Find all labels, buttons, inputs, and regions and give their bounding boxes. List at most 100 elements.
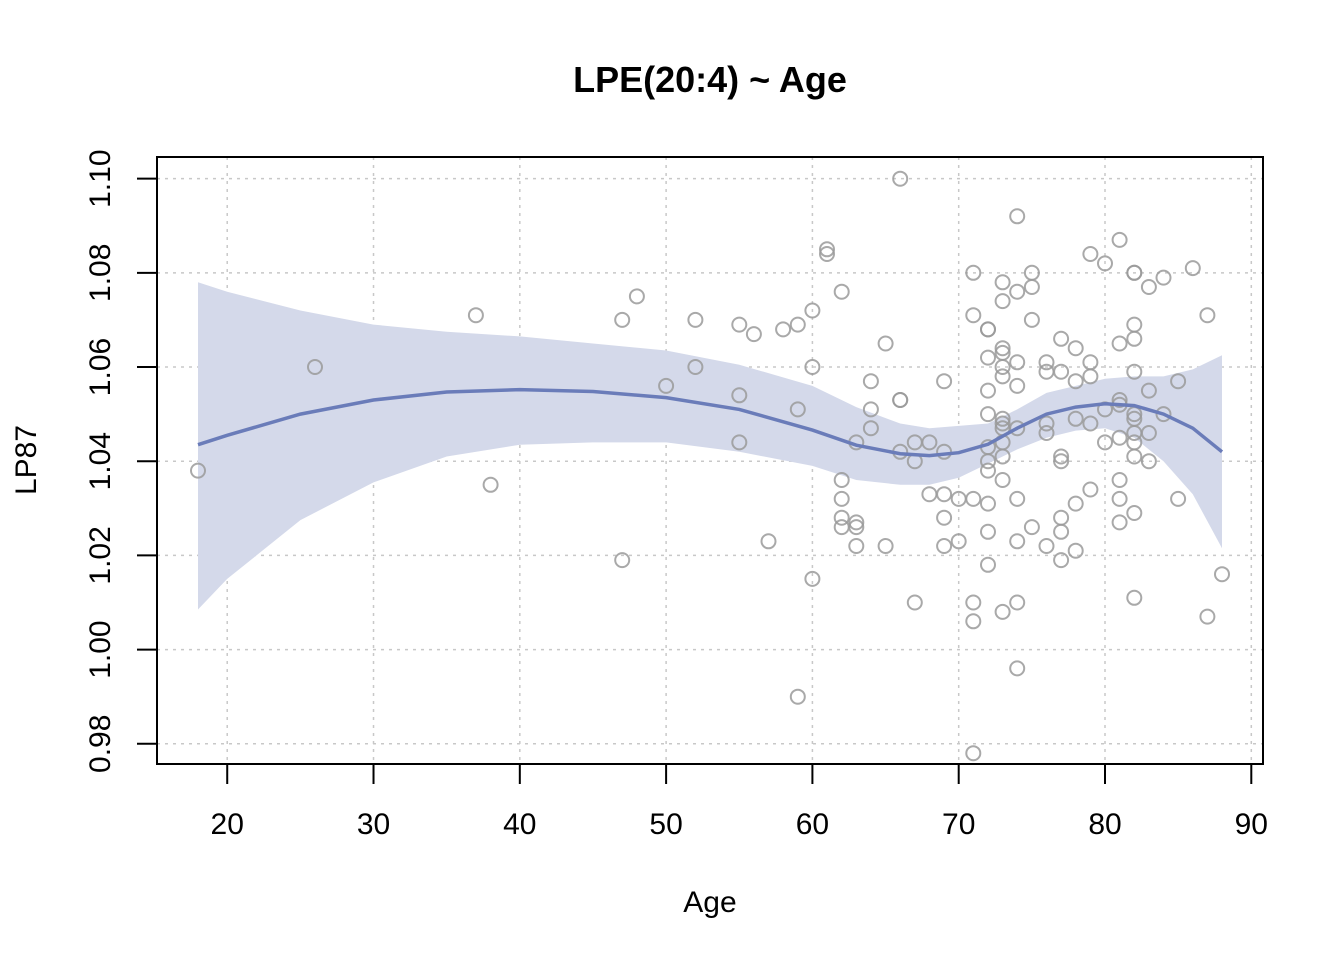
data-point <box>833 519 850 536</box>
data-point <box>1023 311 1040 328</box>
data-point <box>1140 382 1157 399</box>
data-point <box>862 373 879 390</box>
data-point <box>994 368 1011 385</box>
data-point <box>906 594 923 611</box>
y-tick-label: 1.06 <box>84 338 117 396</box>
x-tick-label: 50 <box>649 808 682 841</box>
data-point <box>877 335 894 352</box>
data-point <box>307 359 323 375</box>
data-point <box>980 495 996 512</box>
data-point <box>1053 453 1070 470</box>
data-point <box>965 307 982 324</box>
data-point <box>1097 255 1113 272</box>
data-point <box>1082 481 1099 498</box>
data-point <box>994 274 1011 291</box>
data-point <box>1126 363 1143 380</box>
data-point <box>1038 354 1055 371</box>
data-point <box>1053 448 1070 465</box>
x-tick-label: 90 <box>1235 808 1268 841</box>
y-axis: 0.98 1.00 1.02 1.04 1.06 1.08 1.10 <box>84 150 158 773</box>
data-point <box>819 246 835 262</box>
data-point <box>628 288 645 305</box>
data-point <box>745 326 762 343</box>
data-point <box>1053 509 1070 526</box>
data-point <box>936 509 953 526</box>
data-point <box>1009 354 1026 371</box>
data-point <box>789 401 806 418</box>
fit-line <box>197 387 1224 458</box>
data-point <box>1170 373 1187 390</box>
data-point <box>1067 410 1084 427</box>
data-point <box>1082 415 1099 432</box>
data-point <box>862 401 879 418</box>
data-point <box>1184 260 1201 277</box>
data-point <box>1038 538 1055 554</box>
data-point <box>1155 406 1172 423</box>
data-point <box>1111 472 1128 488</box>
x-tick-label: 40 <box>503 808 536 841</box>
data-point <box>994 472 1011 488</box>
data-point <box>994 340 1011 357</box>
confidence-band <box>198 282 1222 610</box>
data-point <box>1009 377 1026 394</box>
data-point <box>1053 330 1070 347</box>
data-point <box>980 382 996 399</box>
data-point <box>1067 542 1084 559</box>
data-point <box>1082 246 1099 262</box>
data-point <box>1140 453 1157 470</box>
data-points <box>190 170 1230 762</box>
data-point <box>1009 594 1026 611</box>
data-point <box>467 307 484 324</box>
data-point <box>1199 307 1216 324</box>
data-point <box>936 373 953 390</box>
data-point <box>1126 264 1143 281</box>
data-point <box>1009 208 1026 225</box>
data-point <box>1053 363 1070 380</box>
data-point <box>833 472 850 488</box>
data-point <box>892 170 909 187</box>
chart-title: LPE(20:4) ~ Age <box>573 59 847 100</box>
data-point <box>833 490 850 507</box>
y-tick-label: 1.10 <box>84 150 117 208</box>
data-point <box>1140 279 1157 295</box>
y-tick-label: 1.00 <box>84 620 117 678</box>
data-point <box>1111 490 1128 507</box>
data-point <box>980 321 996 338</box>
data-point <box>965 490 982 507</box>
data-point <box>1067 373 1084 390</box>
data-point <box>848 519 865 536</box>
data-point <box>921 486 938 503</box>
data-point <box>980 453 996 470</box>
data-point <box>1126 589 1143 606</box>
data-point <box>1111 392 1128 408</box>
data-point <box>1082 354 1099 371</box>
data-point <box>1170 490 1187 507</box>
y-tick-label: 1.04 <box>84 432 117 490</box>
data-point <box>1038 425 1055 441</box>
data-point <box>1097 434 1113 451</box>
data-point <box>892 392 909 408</box>
data-point <box>804 302 821 319</box>
x-axis: 20 30 40 50 60 70 80 90 <box>211 763 1268 841</box>
data-point <box>965 745 982 762</box>
data-point <box>658 377 675 394</box>
data-point <box>731 387 748 404</box>
grid-lines <box>157 157 1263 764</box>
data-point <box>936 486 953 503</box>
data-point <box>775 321 792 338</box>
x-tick-label: 80 <box>1088 808 1121 841</box>
data-point <box>819 241 835 258</box>
data-point <box>1009 490 1026 507</box>
data-point <box>190 462 206 479</box>
data-point <box>1126 316 1143 333</box>
data-point <box>789 688 806 705</box>
data-point <box>980 556 996 573</box>
data-point <box>1009 660 1026 677</box>
data-point <box>1126 505 1143 521</box>
data-point <box>1038 415 1055 432</box>
data-point <box>1111 514 1128 531</box>
data-point <box>1067 340 1084 357</box>
y-axis-label: LP87 <box>10 425 43 495</box>
data-point <box>1053 552 1070 569</box>
